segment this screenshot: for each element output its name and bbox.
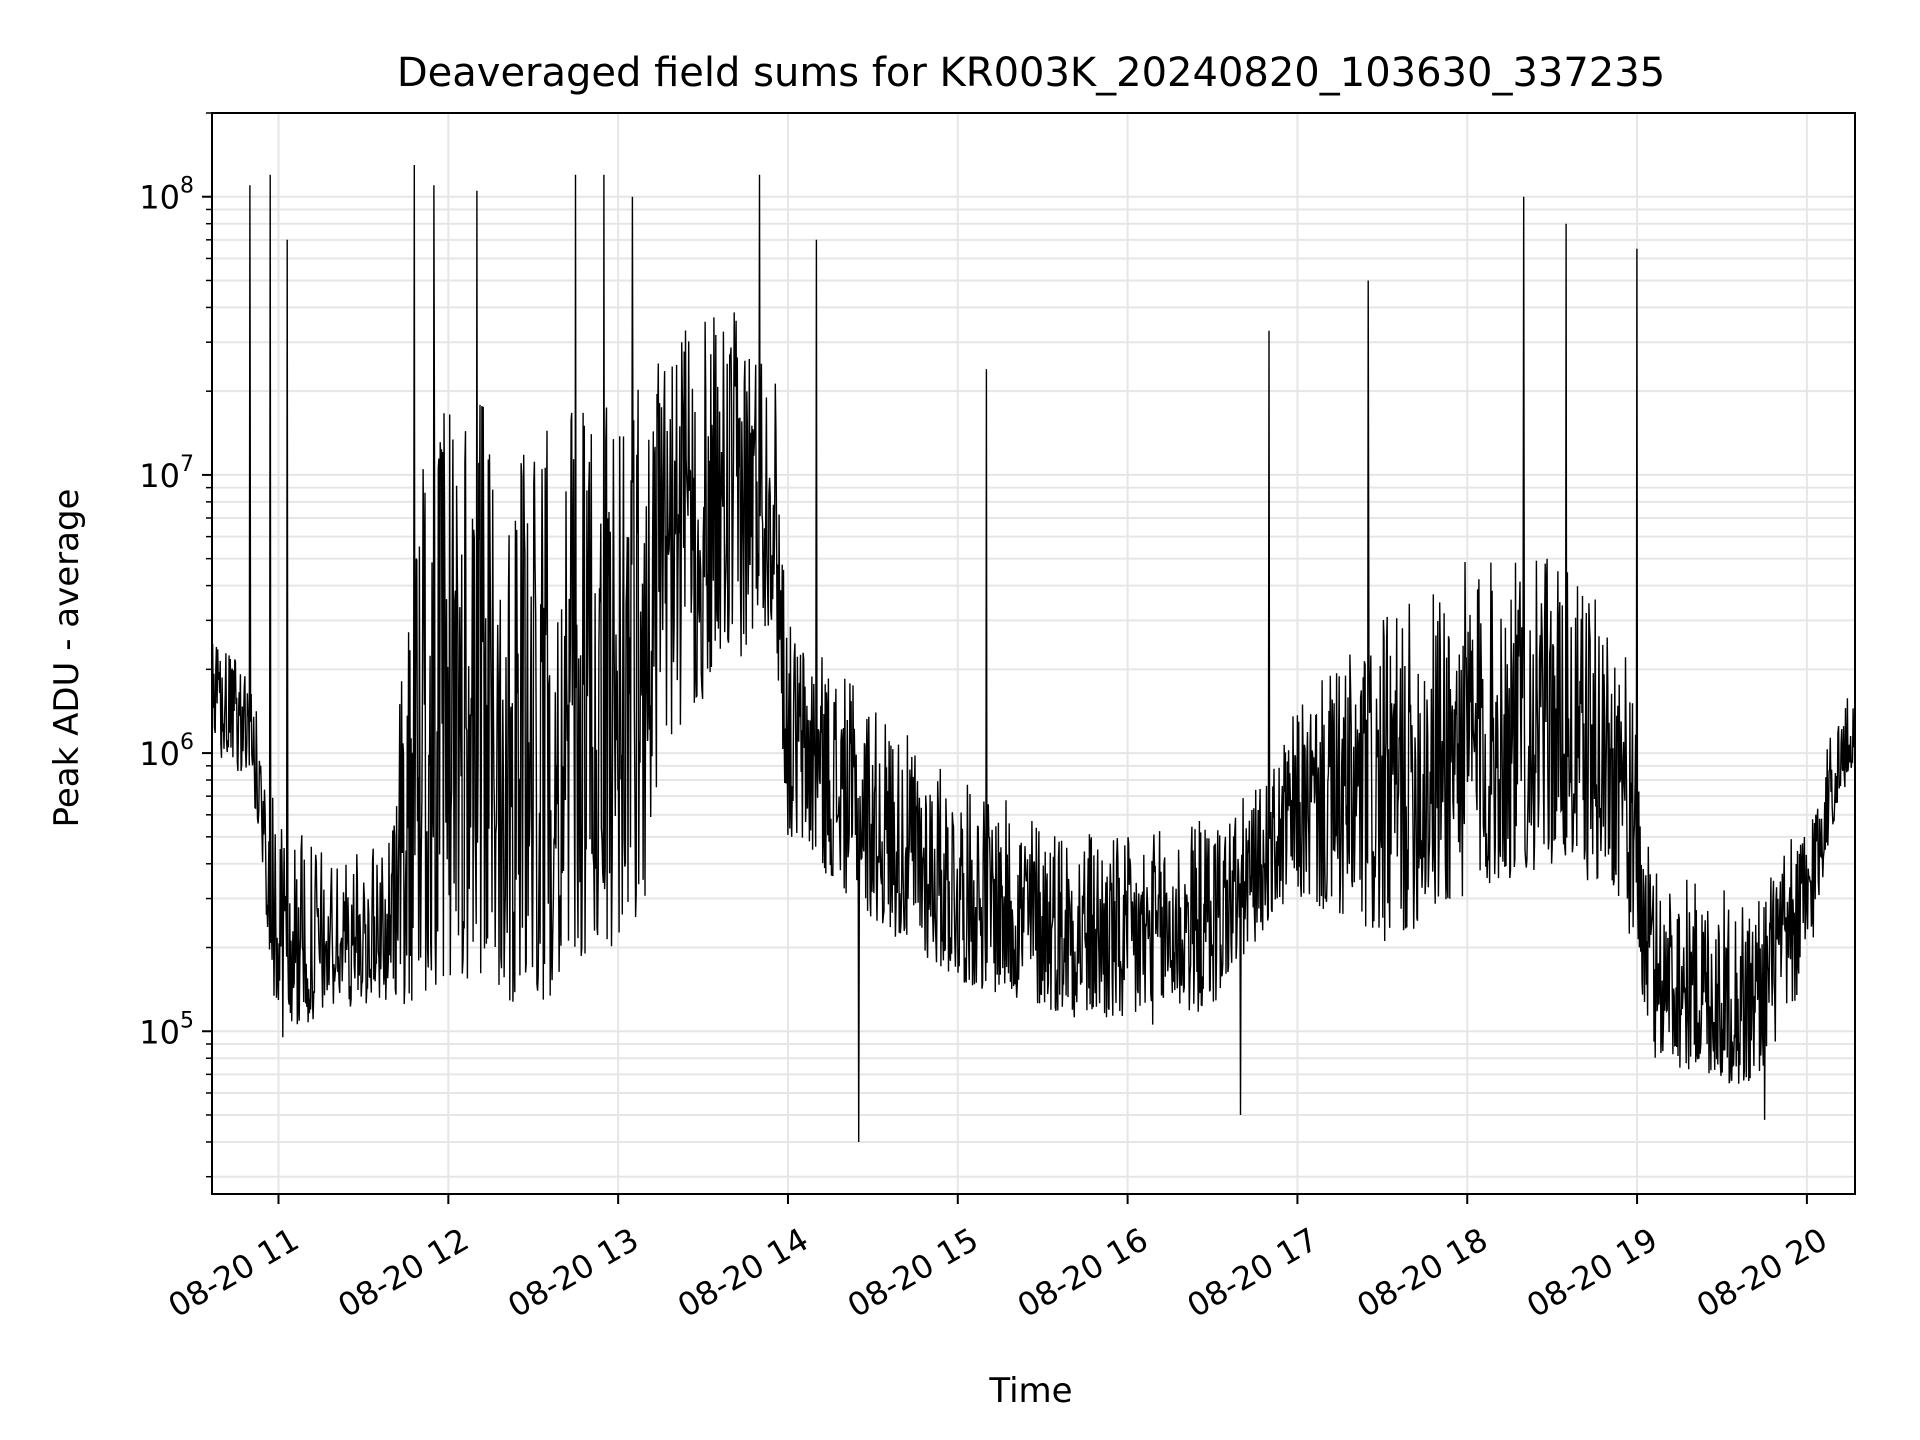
x-tick-label: 08-20 15 [841,1220,985,1325]
x-tick-label: 08-20 14 [671,1220,815,1325]
x-axis-label: Time [988,1371,1072,1411]
y-tick-label: 107 [139,452,194,495]
y-tick-label: 108 [139,174,194,217]
grid-major [212,113,1855,1194]
y-axis-label: Peak ADU - average [47,489,87,828]
y-tick-label: 106 [139,730,194,773]
series-layer [211,164,1856,1143]
x-tick-label: 08-20 16 [1011,1220,1155,1325]
series-line [211,164,1856,1143]
x-tick-label: 08-20 20 [1690,1220,1834,1325]
x-tick-label: 08-20 17 [1181,1220,1325,1325]
x-tick-label: 08-20 19 [1520,1220,1664,1325]
x-tick-label: 08-20 12 [332,1220,476,1325]
x-tick-label: 08-20 13 [501,1220,645,1325]
plot-frame [211,112,1856,1195]
y-tick-label: 105 [139,1008,194,1051]
x-tick-label: 08-20 18 [1350,1220,1494,1325]
chart-title: Deaveraged field sums for KR003K_2024082… [397,50,1665,96]
x-tick-label: 08-20 11 [162,1220,306,1325]
